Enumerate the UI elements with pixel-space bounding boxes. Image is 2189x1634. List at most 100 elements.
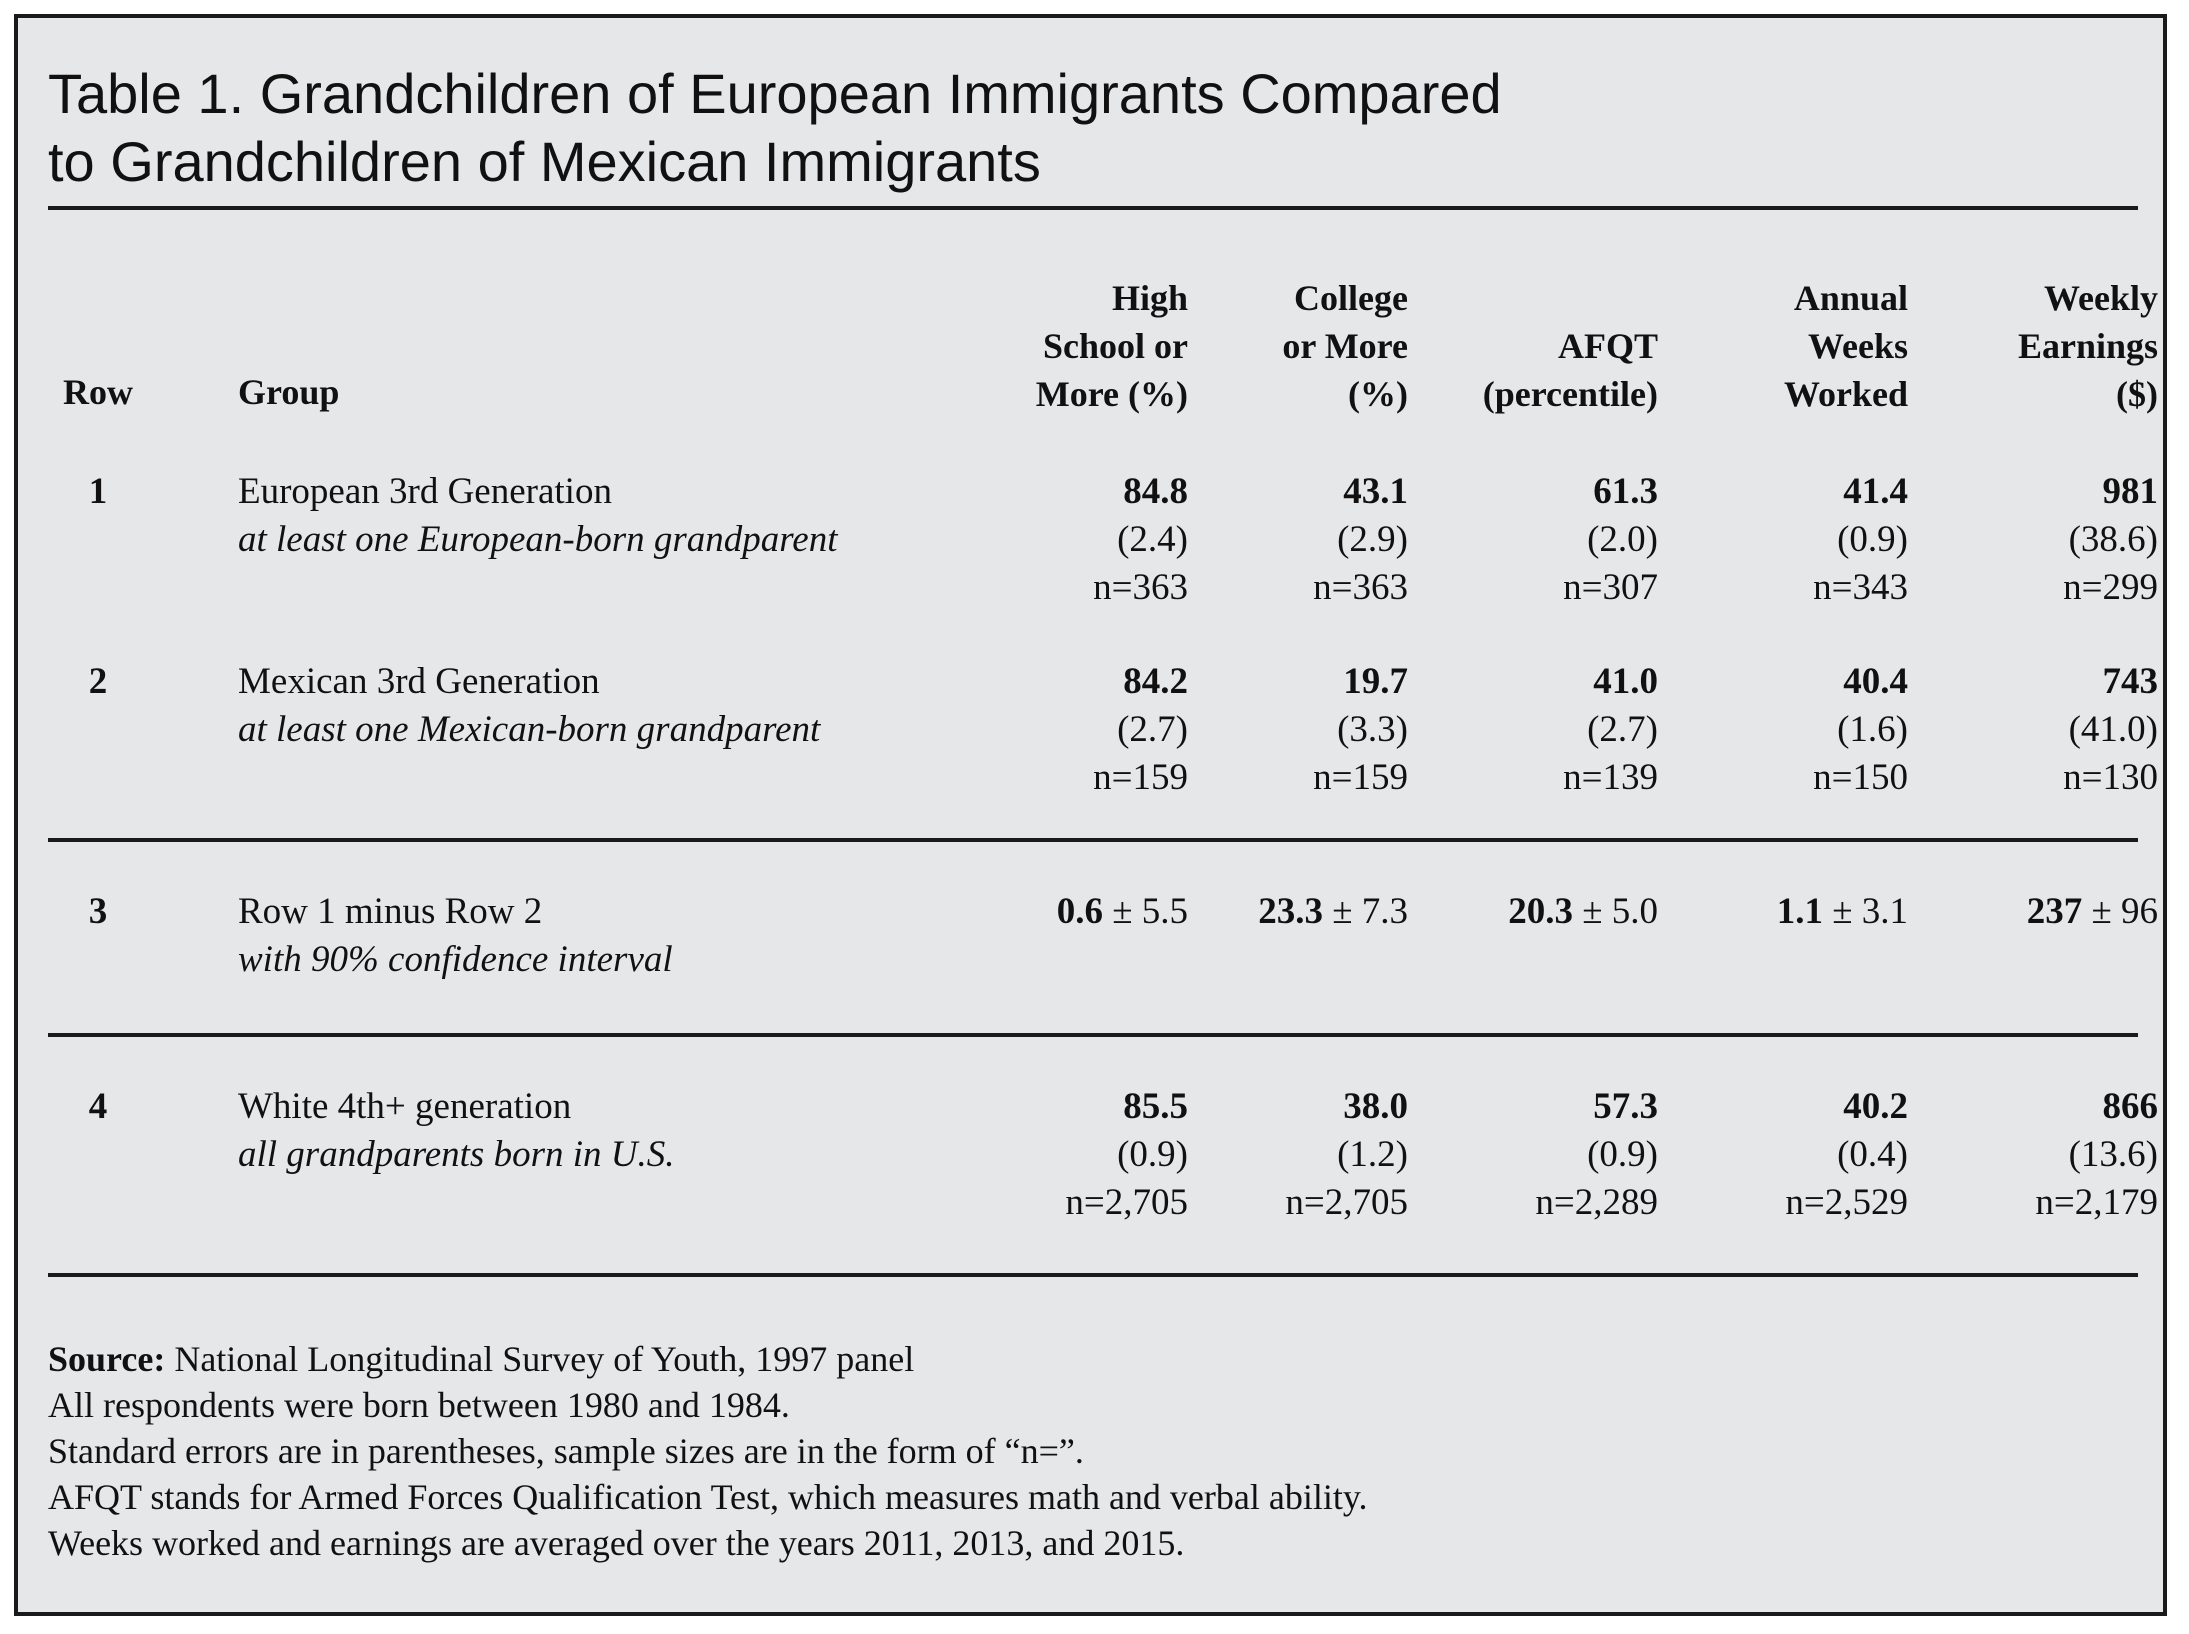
- row-number: 4: [88, 1086, 108, 1127]
- estimate-value: 61.3: [1593, 471, 1658, 512]
- estimate-value: 84.2: [1123, 661, 1188, 702]
- group-description: with 90% confidence interval: [238, 939, 673, 980]
- difference-value: 237 ± 96: [2027, 888, 2158, 936]
- source-label: Source:: [48, 1339, 166, 1379]
- value-cell: 40.2 (0.4) n=2,529: [1785, 1083, 1908, 1227]
- table-notes: Source: National Longitudinal Survey of …: [48, 1336, 1368, 1566]
- sample-size: n=363: [1093, 567, 1188, 608]
- value-cell: 85.5 (0.9) n=2,705: [1065, 1083, 1188, 1227]
- value-cell: 40.4 (1.6) n=150: [1813, 658, 1908, 802]
- standard-error: (13.6): [2068, 1134, 2158, 1175]
- estimate-value: 743: [2102, 661, 2159, 702]
- estimate-value: 57.3: [1593, 1086, 1658, 1127]
- note-line: All respondents were born between 1980 a…: [48, 1385, 790, 1425]
- standard-error: (0.4): [1837, 1134, 1908, 1175]
- group-label: Mexican 3rd Generation: [238, 661, 600, 702]
- difference-estimate: 0.6: [1056, 891, 1103, 932]
- sample-size: n=299: [2063, 567, 2158, 608]
- standard-error: (0.9): [1587, 1134, 1658, 1175]
- value-cell: 23.3 ± 7.3: [1258, 888, 1408, 936]
- row-number: 2: [88, 661, 108, 702]
- value-cell: 43.1 (2.9) n=363: [1313, 468, 1408, 612]
- group-description: at least one European-born grandparent: [238, 519, 838, 560]
- estimate-value: 40.2: [1843, 1086, 1908, 1127]
- sample-size: n=150: [1813, 757, 1908, 798]
- value-cell: 57.3 (0.9) n=2,289: [1535, 1083, 1658, 1227]
- confidence-interval: ± 96: [2082, 891, 2158, 932]
- note-line: AFQT stands for Armed Forces Qualificati…: [48, 1477, 1368, 1517]
- standard-error: (2.9): [1337, 519, 1408, 560]
- value-cell: 866 (13.6) n=2,179: [2035, 1083, 2158, 1227]
- sample-size: n=2,529: [1785, 1182, 1908, 1223]
- confidence-interval: ± 7.3: [1322, 891, 1408, 932]
- source-note: Source: National Longitudinal Survey of …: [48, 1336, 1368, 1382]
- header-group: Group: [238, 372, 340, 412]
- standard-error: (38.6): [2068, 519, 2158, 560]
- header-weekly-earnings: Weekly Earnings ($): [2017, 278, 2158, 414]
- difference-estimate: 237: [2026, 891, 2083, 932]
- standard-error: (0.9): [1837, 519, 1908, 560]
- standard-error: (3.3): [1337, 709, 1408, 750]
- value-cell: 1.1 ± 3.1: [1777, 888, 1908, 936]
- header-high-school: High School or More (%): [1035, 278, 1188, 414]
- value-cell: 84.2 (2.7) n=159: [1093, 658, 1188, 802]
- sample-size: n=139: [1563, 757, 1658, 798]
- sample-size: n=2,289: [1535, 1182, 1658, 1223]
- sample-size: n=2,705: [1065, 1182, 1188, 1223]
- estimate-value: 84.8: [1123, 471, 1188, 512]
- sample-size: n=307: [1563, 567, 1658, 608]
- estimate-value: 40.4: [1843, 661, 1908, 702]
- sample-size: n=2,705: [1285, 1182, 1408, 1223]
- row-divider: [48, 1033, 2138, 1037]
- title-rule: [48, 206, 2138, 210]
- difference-estimate: 23.3: [1258, 891, 1323, 932]
- table-frame: Table 1. Grandchildren of European Immig…: [14, 14, 2167, 1616]
- estimate-value: 866: [2102, 1086, 2159, 1127]
- group-cell: Row 1 minus Row 2 with 90% confidence int…: [238, 888, 673, 984]
- sample-size: n=159: [1313, 757, 1408, 798]
- row-number: 3: [88, 891, 108, 932]
- table-title: Table 1. Grandchildren of European Immig…: [48, 62, 1502, 193]
- value-cell: 38.0 (1.2) n=2,705: [1285, 1083, 1408, 1227]
- value-cell: 743 (41.0) n=130: [2063, 658, 2158, 802]
- row-divider: [48, 1273, 2138, 1277]
- header-annual-weeks: Annual Weeks Worked: [1783, 278, 1908, 414]
- standard-error: (2.7): [1587, 709, 1658, 750]
- value-cell: 237 ± 96: [2027, 888, 2158, 936]
- confidence-interval: ± 3.1: [1822, 891, 1908, 932]
- standard-error: (41.0): [2068, 709, 2158, 750]
- difference-value: 23.3 ± 7.3: [1258, 888, 1408, 936]
- value-cell: 41.4 (0.9) n=343: [1813, 468, 1908, 612]
- group-label: White 4th+ generation: [238, 1086, 572, 1127]
- group-label: European 3rd Generation: [238, 471, 612, 512]
- value-cell: 19.7 (3.3) n=159: [1313, 658, 1408, 802]
- value-cell: 41.0 (2.7) n=139: [1563, 658, 1658, 802]
- row-number: 1: [88, 471, 108, 512]
- sample-size: n=343: [1813, 567, 1908, 608]
- estimate-value: 85.5: [1123, 1086, 1188, 1127]
- standard-error: (2.4): [1117, 519, 1188, 560]
- source-text: National Longitudinal Survey of Youth, 1…: [165, 1339, 915, 1379]
- confidence-interval: ± 5.5: [1102, 891, 1188, 932]
- group-description: all grandparents born in U.S.: [238, 1134, 675, 1175]
- standard-error: (0.9): [1117, 1134, 1188, 1175]
- group-description: at least one Mexican-born grandparent: [238, 709, 821, 750]
- sample-size: n=363: [1313, 567, 1408, 608]
- group-cell: White 4th+ generation all grandparents bo…: [238, 1083, 674, 1179]
- standard-error: (1.2): [1337, 1134, 1408, 1175]
- group-cell: Mexican 3rd Generation at least one Mexic…: [238, 658, 820, 754]
- sample-size: n=2,179: [2035, 1182, 2158, 1223]
- sample-size: n=130: [2063, 757, 2158, 798]
- difference-value: 0.6 ± 5.5: [1057, 888, 1188, 936]
- estimate-value: 19.7: [1343, 661, 1408, 702]
- header-afqt: AFQT (percentile): [1482, 326, 1658, 414]
- estimate-value: 43.1: [1343, 471, 1408, 512]
- standard-error: (2.7): [1117, 709, 1188, 750]
- group-cell: European 3rd Generation at least one Euro…: [238, 468, 837, 564]
- standard-error: (2.0): [1587, 519, 1658, 560]
- value-cell: 0.6 ± 5.5: [1057, 888, 1188, 936]
- estimate-value: 38.0: [1343, 1086, 1408, 1127]
- value-cell: 981 (38.6) n=299: [2063, 468, 2158, 612]
- estimate-value: 41.4: [1843, 471, 1908, 512]
- difference-estimate: 1.1: [1776, 891, 1823, 932]
